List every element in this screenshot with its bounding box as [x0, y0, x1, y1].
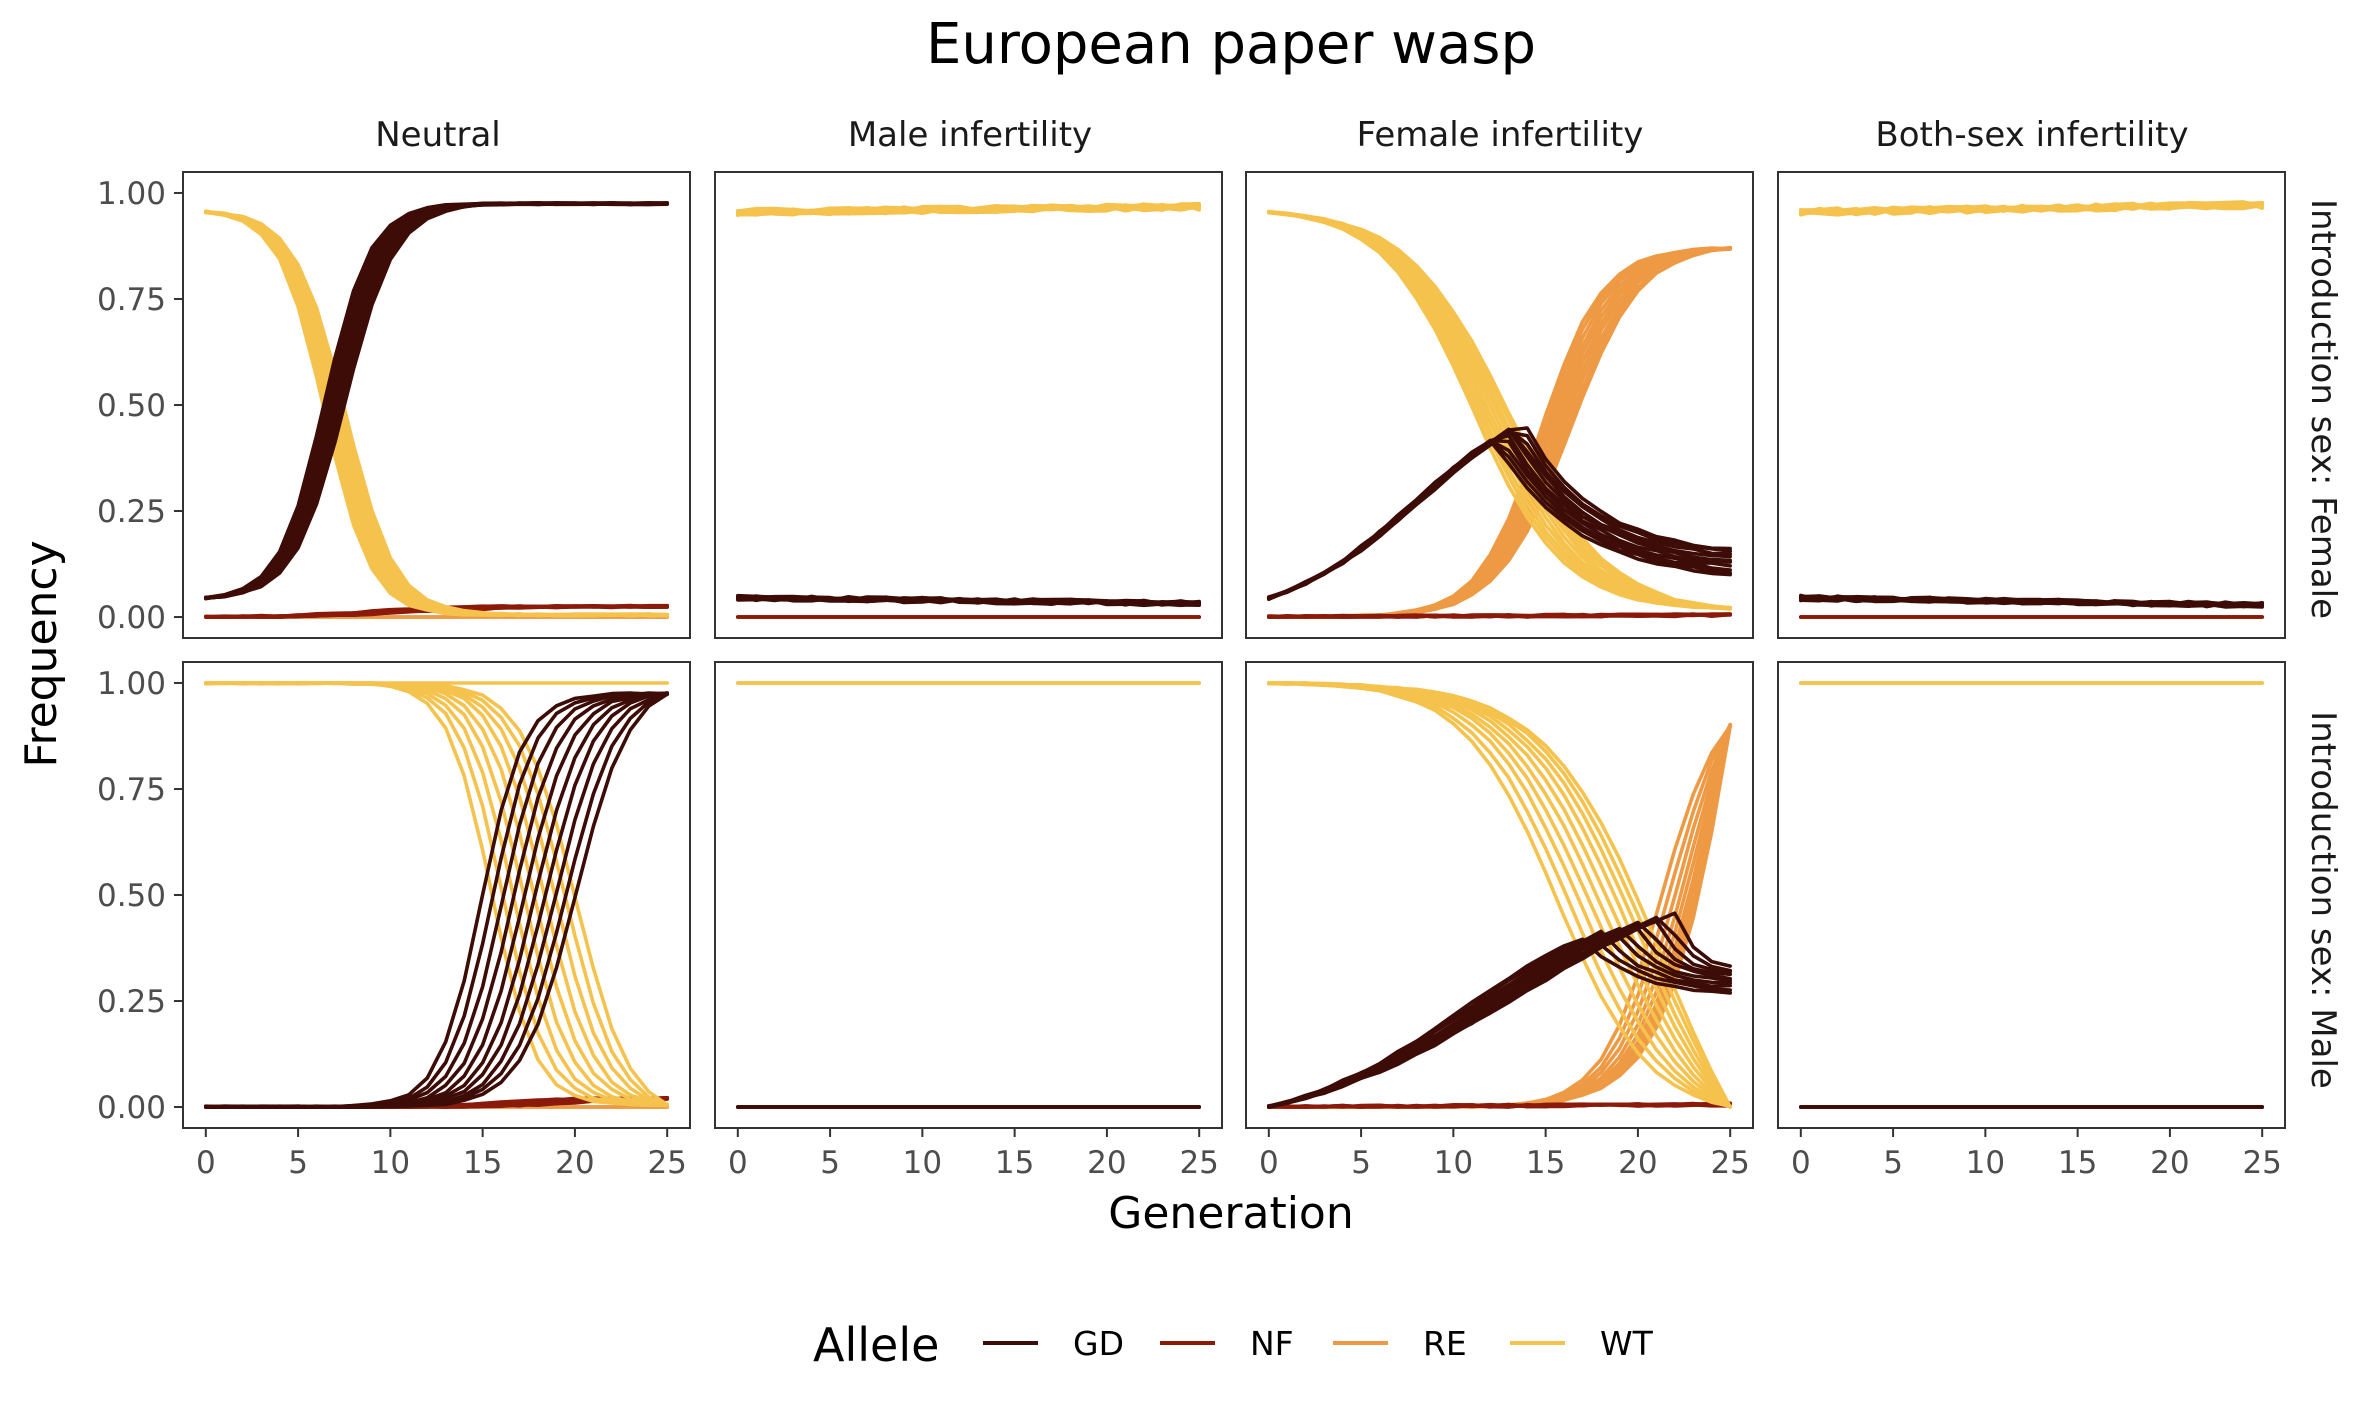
x-tick-label: 20	[2150, 1145, 2189, 1181]
legend-item-gd: GD	[983, 1324, 1124, 1363]
y-tick-label: 0.25	[97, 494, 166, 530]
panel-border	[1777, 171, 2286, 639]
panel-1-3	[1777, 661, 2286, 1129]
y-tick-label: 0.50	[97, 878, 166, 914]
y-tick-label: 0.75	[97, 282, 166, 318]
panels	[182, 171, 2286, 1129]
panel-1-0	[182, 661, 691, 1129]
x-tick-label: 5	[1883, 1145, 1903, 1181]
y-tick-label: 1.00	[97, 176, 166, 212]
x-tick-label: 0	[1791, 1145, 1811, 1181]
series-line-wt	[204, 210, 669, 618]
x-tick-label: 0	[196, 1145, 216, 1181]
panel-0-1	[714, 171, 1223, 639]
y-tick-label: 0.25	[97, 984, 166, 1020]
legend-label: WT	[1600, 1324, 1654, 1363]
series-line-gd	[736, 595, 1201, 607]
x-axis-title: Generation	[1108, 1188, 1353, 1239]
panel-background	[183, 172, 690, 638]
series-line-gd	[204, 201, 669, 601]
y-tick-label: 1.00	[97, 666, 166, 702]
strip-neutral: Neutral	[375, 115, 501, 155]
strip-intro-male: Introduction sex: Male	[2303, 711, 2343, 1089]
x-tick-label: 25	[647, 1145, 686, 1181]
x-axis-ticks: 0 5 10 15 20 25 0 5 10 15 20 25 0 5 10 15 20 25 0 5 10 15 20 25	[196, 1128, 2282, 1181]
legend-label: NF	[1250, 1324, 1294, 1363]
strip-intro-female: Introduction sex: Female	[2303, 199, 2343, 619]
strip-male-infertility: Male infertility	[848, 115, 1092, 155]
panel-background	[1778, 662, 2285, 1128]
series-line-gd	[1267, 911, 1732, 1109]
x-tick-label: 25	[1179, 1145, 1218, 1181]
y-tick-label: 0.00	[97, 600, 166, 636]
y-tick-label: 0.75	[97, 772, 166, 808]
x-tick-label: 15	[1526, 1145, 1565, 1181]
series-line-wt	[1799, 200, 2264, 217]
series-line-gd	[1799, 595, 2264, 609]
panel-background	[715, 172, 1222, 638]
legend-item-nf: NF	[1160, 1324, 1294, 1363]
x-tick-label: 0	[1259, 1145, 1279, 1181]
x-tick-label: 25	[2242, 1145, 2281, 1181]
y-tick-label: 0.50	[97, 388, 166, 424]
x-tick-label: 15	[2058, 1145, 2097, 1181]
legend-item-wt: WT	[1510, 1324, 1654, 1363]
series-line-nf	[1267, 612, 1732, 619]
x-tick-label: 10	[903, 1145, 942, 1181]
panel-0-3	[1777, 171, 2286, 639]
strip-both-sex-infertility: Both-sex infertility	[1875, 115, 2188, 155]
panel-background	[1778, 172, 2285, 638]
x-tick-label: 10	[371, 1145, 410, 1181]
y-axis-ticks: 0.00 0.25 0.50 0.75 1.00 0.00 0.25 0.50 0.75 1.00	[97, 176, 183, 1126]
x-tick-label: 20	[1087, 1145, 1126, 1181]
panel-1-2	[1245, 661, 1754, 1129]
strip-female-infertility: Female infertility	[1357, 115, 1644, 155]
series-line-nf	[1267, 1101, 1732, 1109]
panel-0-0	[182, 171, 691, 639]
legend-items: GD NF RE WT	[983, 1324, 1654, 1363]
chart-title: European paper wasp	[926, 12, 1536, 77]
series-line-gd	[1267, 426, 1732, 600]
series-line-wt	[1267, 210, 1732, 611]
y-tick-label: 0.00	[97, 1090, 166, 1126]
x-tick-label: 10	[1966, 1145, 2005, 1181]
x-tick-label: 20	[1618, 1145, 1657, 1181]
facet-column-strips: Neutral Male infertility Female infertil…	[375, 115, 2188, 155]
panel-background	[715, 662, 1222, 1128]
facet-row-strips: Introduction sex: Female Introduction se…	[2303, 199, 2343, 1089]
x-tick-label: 20	[555, 1145, 594, 1181]
x-tick-label: 5	[1351, 1145, 1371, 1181]
panel-border	[714, 171, 1223, 639]
legend-label: RE	[1423, 1324, 1467, 1363]
legend: Allele GD NF RE WT	[813, 1318, 1654, 1372]
panel-0-2	[1245, 171, 1754, 639]
x-tick-label: 0	[728, 1145, 748, 1181]
x-tick-label: 10	[1434, 1145, 1473, 1181]
series-line-wt	[736, 204, 1201, 217]
y-axis-title: Frequency	[16, 540, 67, 767]
panel-1-1	[714, 661, 1223, 1129]
legend-item-re: RE	[1333, 1324, 1467, 1363]
x-tick-label: 5	[820, 1145, 840, 1181]
series-line-gd	[204, 692, 669, 1109]
x-tick-label: 5	[288, 1145, 308, 1181]
panel-border	[1777, 661, 2286, 1129]
legend-title: Allele	[813, 1318, 939, 1372]
panel-border	[1245, 171, 1754, 639]
x-tick-label: 25	[1710, 1145, 1749, 1181]
x-tick-label: 15	[995, 1145, 1034, 1181]
series-line-wt	[204, 681, 669, 1107]
panel-border	[714, 661, 1223, 1129]
panel-border	[1245, 661, 1754, 1129]
legend-label: GD	[1073, 1324, 1124, 1363]
x-tick-label: 15	[463, 1145, 502, 1181]
